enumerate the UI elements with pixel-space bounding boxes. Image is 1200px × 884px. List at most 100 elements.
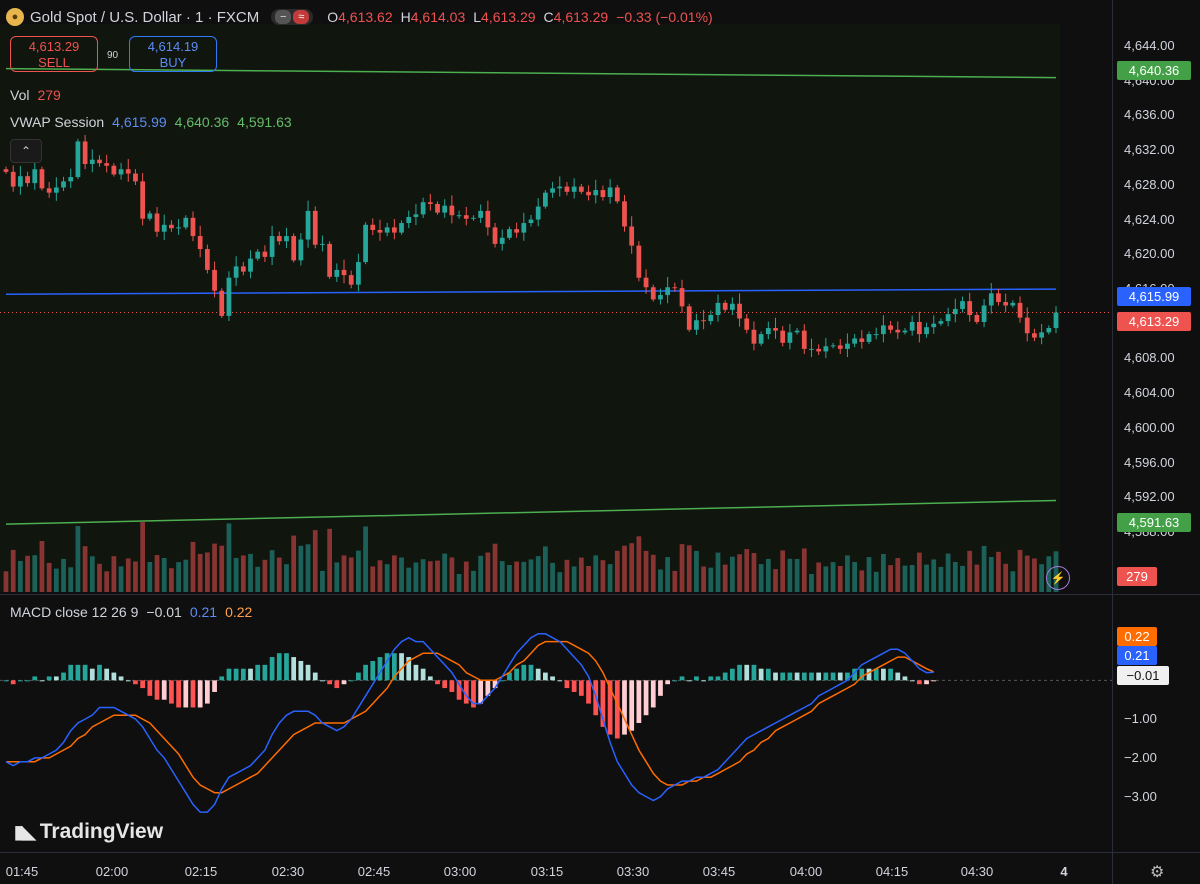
volume-bar <box>607 564 613 592</box>
macd-histogram-bar <box>75 664 81 681</box>
collapse-legend-button[interactable]: ⌃ <box>10 139 42 163</box>
volume-bar <box>384 564 390 592</box>
signal-badge: 0.22 <box>1117 627 1157 646</box>
macd-histogram-bar <box>895 672 901 681</box>
candle-body <box>197 236 203 250</box>
wave-icon: ≈ <box>293 10 310 24</box>
candle-body <box>32 169 38 184</box>
volume-bar <box>507 565 512 592</box>
time-tick-label: 4 <box>1060 864 1068 879</box>
macd-histogram-bar <box>442 680 448 689</box>
candle-body <box>406 216 412 224</box>
market-status-pill[interactable]: − ≈ <box>271 9 314 25</box>
candle-body <box>679 288 685 307</box>
candle-body <box>794 330 800 333</box>
macd-histogram-bar <box>543 672 548 681</box>
candle-body <box>111 165 117 175</box>
candle-body <box>888 325 893 330</box>
macd-histogram-bar <box>212 680 217 692</box>
volume-bar <box>521 561 527 592</box>
buy-button[interactable]: 4,614.19 BUY <box>129 36 217 72</box>
candle-body <box>535 206 541 220</box>
volume-bar <box>543 546 548 592</box>
candle-body <box>1046 328 1052 333</box>
volume-bar <box>298 545 304 592</box>
volume-bar <box>233 557 239 592</box>
macd-histogram-bar <box>773 672 778 681</box>
volume-bar <box>154 555 160 592</box>
candle-body <box>996 293 1001 303</box>
macd-histogram-bar <box>672 680 678 682</box>
time-tick-label: 03:45 <box>702 864 736 879</box>
lightning-icon[interactable]: ⚡ <box>1046 566 1070 590</box>
price-axis-separator <box>1112 0 1113 884</box>
gear-icon[interactable]: ⚙ <box>1150 864 1165 881</box>
sell-button[interactable]: 4,613.29 SELL <box>10 36 98 72</box>
candle-body <box>586 191 591 196</box>
macd-histogram-bar <box>10 680 16 685</box>
ohlc-values: O4,613.62 H4,614.03 L4,613.29 C4,613.29 … <box>327 9 713 25</box>
candle-body <box>399 223 404 233</box>
candle-body <box>859 338 865 342</box>
macd-histogram-bar <box>629 680 635 731</box>
macd-histogram-bar <box>3 680 9 682</box>
macd-histogram-bar <box>658 680 663 696</box>
candle-body <box>852 338 858 344</box>
candle-body <box>68 177 74 182</box>
volume-bar <box>32 555 38 592</box>
volume-legend[interactable]: Vol 279 <box>10 87 61 103</box>
macd-pane <box>0 633 1112 813</box>
volume-bar <box>420 559 426 592</box>
volume-bar <box>312 530 318 592</box>
volume-bar <box>773 569 778 592</box>
macd-histogram-bar <box>471 680 476 708</box>
candle-body <box>823 346 829 352</box>
volume-bar <box>765 558 771 592</box>
minus-icon: − <box>275 10 292 24</box>
volume-bar <box>399 557 404 592</box>
candle-body <box>952 308 958 315</box>
volume-bar <box>787 558 793 592</box>
candle-body <box>550 188 555 193</box>
volume-bar <box>708 567 714 592</box>
candle-body <box>471 217 476 219</box>
candle-body <box>701 320 706 322</box>
candle-body <box>830 345 836 347</box>
candle-body <box>916 321 922 335</box>
lower-band-badge: 4,591.63 <box>1117 513 1191 532</box>
volume-bar <box>974 564 980 592</box>
volume-bar <box>988 557 994 592</box>
symbol-title[interactable]: Gold Spot / U.S. Dollar · 1 · FXCM <box>30 8 260 26</box>
time-axis-separator <box>0 852 1200 853</box>
candle-body <box>881 325 886 335</box>
candle-body <box>650 287 656 300</box>
volume-bar <box>169 568 174 592</box>
macd-histogram-bar <box>204 680 210 704</box>
symbol-header[interactable]: ● Gold Spot / U.S. Dollar · 1 · FXCM − ≈… <box>6 8 713 26</box>
macd-histogram-bar <box>406 657 412 681</box>
macd-histogram-bar <box>888 668 893 681</box>
candle-body <box>622 201 627 227</box>
candle-body <box>10 171 16 187</box>
macd-legend[interactable]: MACD close 12 26 9 −0.01 0.21 0.22 <box>10 604 253 620</box>
volume-bar <box>334 562 340 592</box>
candle-body <box>521 223 527 233</box>
macd-histogram-bar <box>881 668 886 681</box>
candles <box>3 135 1059 359</box>
pane-separator[interactable] <box>0 594 1200 595</box>
macd-histogram-bar <box>600 680 606 727</box>
time-tick-label: 01:45 <box>5 864 39 879</box>
macd-histogram-bar <box>161 680 167 700</box>
volume-bar <box>1010 571 1016 592</box>
volume-bar <box>686 545 692 592</box>
vwap-legend[interactable]: VWAP Session 4,615.99 4,640.36 4,591.63 <box>10 114 292 130</box>
candle-body <box>104 163 110 166</box>
volume-bar <box>837 566 843 592</box>
candle-body <box>456 215 462 217</box>
macd-histogram-bar <box>140 680 146 689</box>
candle-body <box>327 243 333 277</box>
candle-body <box>269 236 275 257</box>
volume-bar <box>535 556 541 592</box>
candle-body <box>161 224 167 232</box>
